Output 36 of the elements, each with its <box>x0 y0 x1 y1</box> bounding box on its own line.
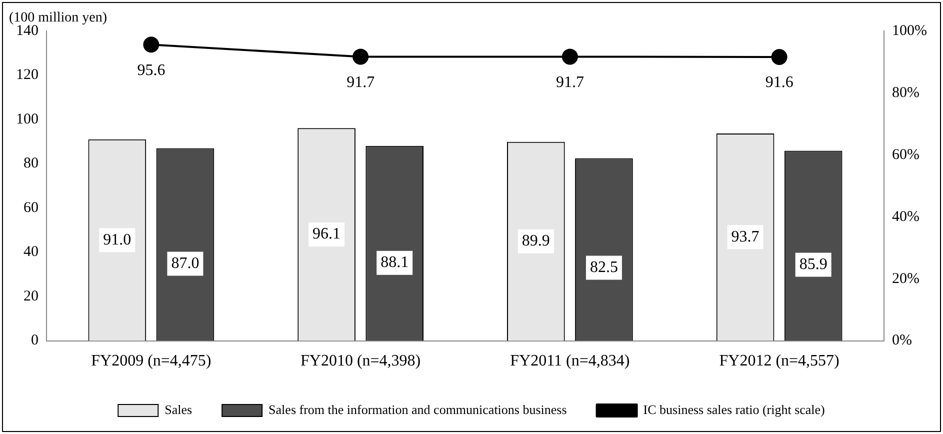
data-label: 91.7 <box>346 74 375 91</box>
point <box>352 48 369 65</box>
x-tick-label: FY2012 (n=4,557) <box>719 352 840 370</box>
x-tick-label: FY2010 (n=4,398) <box>300 352 421 370</box>
data-label: 91.0 <box>103 231 132 248</box>
point <box>143 36 160 53</box>
y-tick-label: 80 <box>24 156 38 172</box>
point <box>562 48 578 65</box>
data-label: 93.7 <box>731 228 760 246</box>
data-label: 88.1 <box>380 254 409 272</box>
data-label: 82.5 <box>590 258 618 276</box>
y2-tick-label: 40% <box>892 208 920 225</box>
y2-tick-label: 60% <box>892 146 920 163</box>
y-tick-label: 100 <box>16 111 38 128</box>
data-label: 87.0 <box>171 254 200 272</box>
y-tick-label: 0 <box>31 332 38 349</box>
data-label: 85.9 <box>799 256 828 273</box>
point <box>771 49 788 66</box>
y2-tick-label: 100% <box>892 22 928 39</box>
y2-tick-label: 20% <box>892 270 920 287</box>
y2-tick-label: 0% <box>892 332 912 349</box>
data-label: 89.9 <box>522 232 550 250</box>
y-tick-label: 20 <box>24 288 38 304</box>
y-tick-label: 120 <box>16 67 38 84</box>
legend-label: Sales from the information and communications business <box>268 402 567 417</box>
data-label: 95.6 <box>137 62 166 79</box>
y2-tick-label: 80% <box>892 84 920 101</box>
x-tick-label: FY2009 (n=4,475) <box>91 352 212 370</box>
y-tick-label: 40 <box>24 244 38 260</box>
data-label: 91.6 <box>765 74 794 92</box>
legend-label: IC business sales ratio (right scale) <box>643 402 825 417</box>
legend-label: Sales <box>164 402 192 417</box>
y-tick-label: 60 <box>24 200 38 216</box>
data-label: 96.1 <box>312 226 341 243</box>
data-label: 91.7 <box>556 74 584 91</box>
x-tick-label: FY2011 (n=4,834) <box>510 352 630 370</box>
